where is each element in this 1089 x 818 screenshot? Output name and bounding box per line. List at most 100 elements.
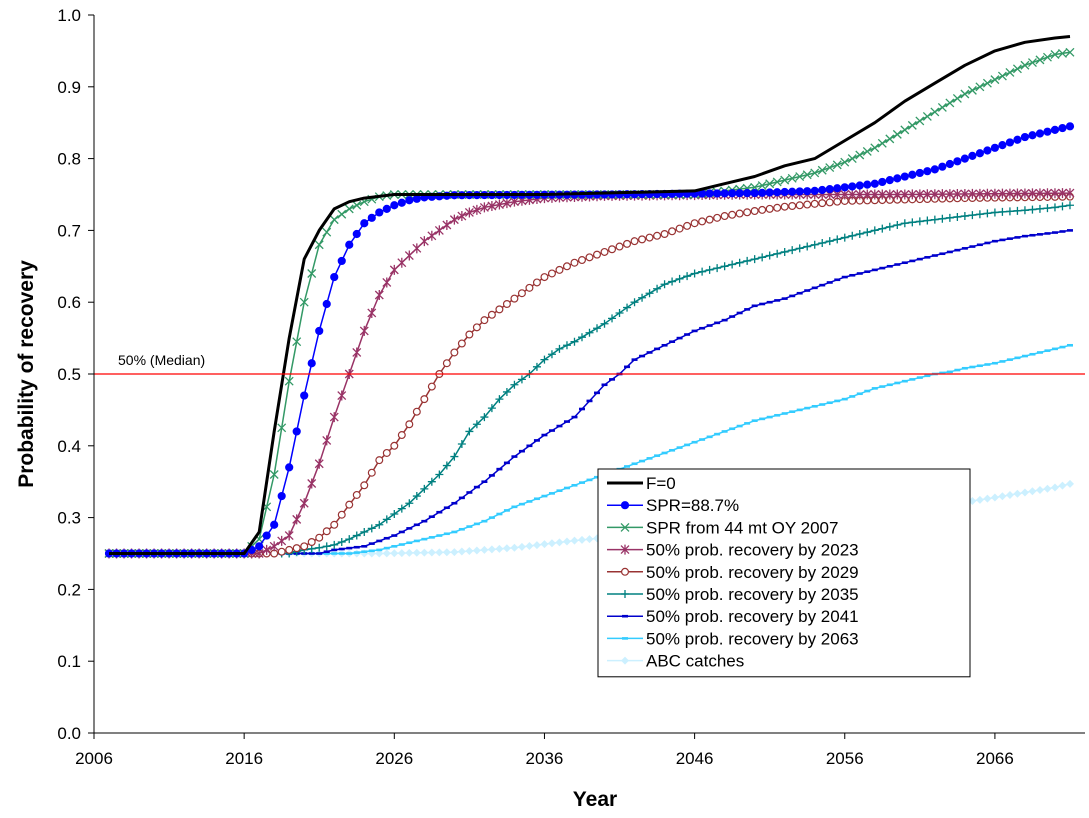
data-point xyxy=(502,544,511,553)
data-point xyxy=(818,199,827,208)
data-point xyxy=(1027,188,1037,199)
data-point xyxy=(1035,188,1045,199)
data-point xyxy=(481,519,488,523)
data-point xyxy=(472,546,481,555)
data-point xyxy=(563,486,570,490)
data-point xyxy=(322,227,332,237)
data-point xyxy=(398,530,405,534)
data-point xyxy=(322,527,331,536)
data-point xyxy=(466,491,473,494)
data-point xyxy=(683,221,692,230)
y-tick-label: 1.0 xyxy=(57,6,81,25)
data-point xyxy=(367,524,376,533)
data-point xyxy=(465,546,474,555)
data-point xyxy=(547,350,556,359)
data-point xyxy=(570,536,579,545)
data-point xyxy=(915,116,925,126)
data-point xyxy=(578,407,585,411)
data-point xyxy=(952,189,962,200)
data-point xyxy=(968,211,977,220)
data-point xyxy=(848,231,857,240)
data-point xyxy=(397,504,406,513)
data-point xyxy=(788,201,797,210)
data-point xyxy=(997,71,1007,81)
data-point xyxy=(307,478,317,489)
data-point xyxy=(300,391,309,400)
data-point xyxy=(720,189,729,198)
data-point xyxy=(743,256,752,265)
data-point xyxy=(525,541,534,550)
data-point xyxy=(1029,233,1036,237)
data-point xyxy=(495,544,504,553)
data-point xyxy=(368,542,375,545)
data-point xyxy=(759,417,766,421)
data-point xyxy=(991,239,998,243)
data-point xyxy=(277,491,286,501)
data-point xyxy=(946,370,953,374)
data-point xyxy=(412,548,421,557)
y-tick-label: 0.2 xyxy=(57,580,81,599)
data-point xyxy=(744,422,751,425)
data-point xyxy=(1036,351,1043,354)
data-point xyxy=(638,293,647,302)
data-point xyxy=(382,515,391,524)
data-point xyxy=(631,358,638,361)
data-point xyxy=(609,378,616,381)
data-point xyxy=(465,427,474,436)
data-point xyxy=(284,376,294,386)
data-point xyxy=(728,210,737,219)
legend-box xyxy=(597,468,971,678)
data-point xyxy=(315,533,324,542)
data-point xyxy=(810,199,819,208)
data-point xyxy=(735,258,744,267)
data-point xyxy=(563,420,570,423)
data-point xyxy=(443,506,450,510)
data-point xyxy=(330,540,339,549)
legend-swatch-marker xyxy=(620,522,630,532)
data-point xyxy=(450,452,459,461)
data-point xyxy=(885,176,894,185)
data-point xyxy=(894,381,901,385)
data-point xyxy=(825,237,834,246)
data-point xyxy=(277,423,287,433)
data-point xyxy=(729,427,736,431)
data-point xyxy=(331,548,338,552)
data-point xyxy=(472,420,481,429)
data-point xyxy=(690,219,699,228)
data-point xyxy=(1050,483,1059,492)
legend-label: SPR=88.7% xyxy=(646,496,739,515)
data-point xyxy=(397,198,406,207)
data-point xyxy=(780,202,789,211)
data-point xyxy=(346,552,353,555)
data-point xyxy=(930,107,940,117)
data-point xyxy=(886,265,893,268)
data-point xyxy=(930,165,939,174)
data-point xyxy=(555,344,564,353)
data-point xyxy=(774,299,781,302)
data-point xyxy=(270,520,279,529)
data-point xyxy=(751,304,758,308)
data-point xyxy=(458,496,465,500)
data-point xyxy=(675,274,684,283)
data-point xyxy=(713,264,722,273)
data-point xyxy=(639,354,646,358)
legend-item: ABC catches xyxy=(607,652,744,671)
data-point xyxy=(556,424,563,428)
data-point xyxy=(954,368,961,372)
data-point xyxy=(654,454,661,457)
y-tick-label: 0.5 xyxy=(57,365,81,384)
legend-label: 50% prob. recovery by 2041 xyxy=(646,607,859,626)
data-point xyxy=(345,500,354,509)
data-point xyxy=(1066,229,1073,232)
data-point xyxy=(892,189,902,200)
data-point xyxy=(675,224,684,233)
data-point xyxy=(984,241,991,245)
data-point xyxy=(900,219,909,228)
data-point xyxy=(533,439,540,442)
data-point xyxy=(421,537,428,541)
data-point xyxy=(383,546,390,550)
data-point xyxy=(262,544,272,555)
data-point xyxy=(1035,204,1044,213)
data-point xyxy=(849,273,856,277)
data-point xyxy=(969,245,976,248)
